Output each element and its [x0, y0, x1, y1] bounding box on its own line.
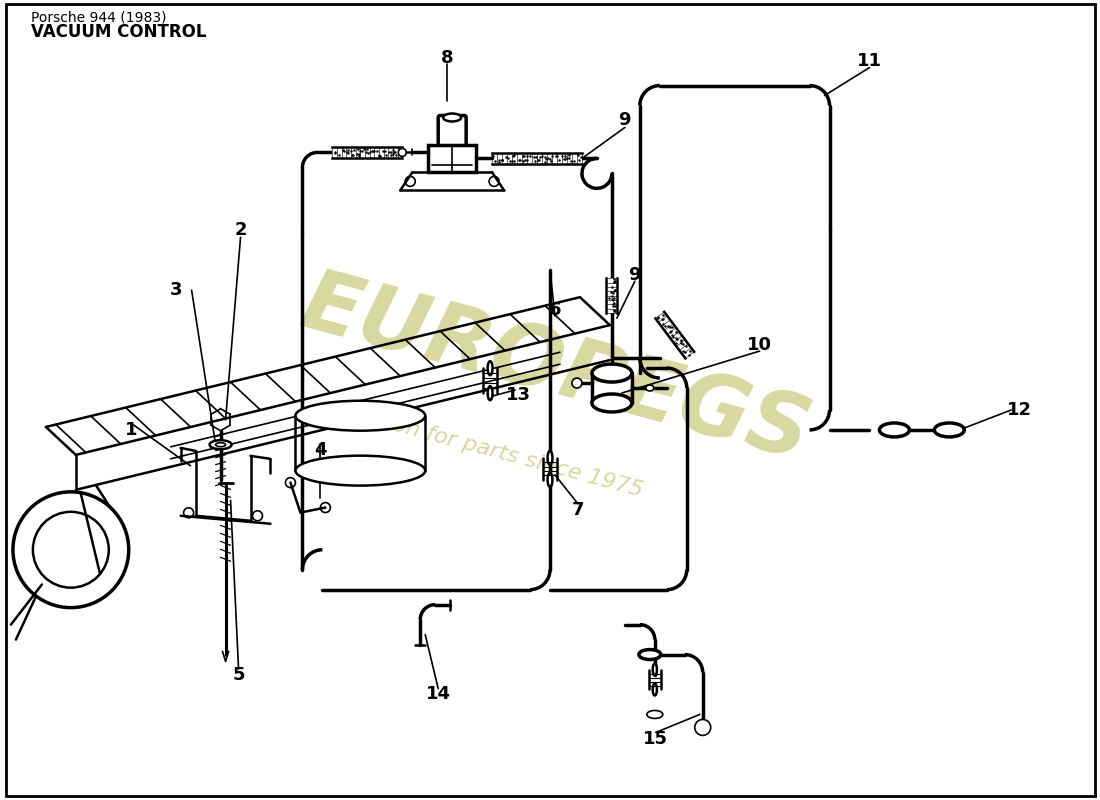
Ellipse shape	[216, 442, 225, 446]
Ellipse shape	[652, 663, 657, 675]
Ellipse shape	[592, 364, 631, 382]
Text: 14: 14	[426, 686, 451, 703]
Ellipse shape	[548, 451, 552, 465]
Text: 8: 8	[441, 49, 453, 66]
Ellipse shape	[934, 423, 965, 437]
Bar	[428, 146, 476, 172]
Text: 9: 9	[618, 111, 631, 130]
Text: 15: 15	[644, 730, 669, 749]
Polygon shape	[606, 278, 617, 313]
Ellipse shape	[646, 385, 653, 391]
Text: 3: 3	[169, 281, 182, 299]
Ellipse shape	[296, 456, 426, 486]
Ellipse shape	[296, 401, 426, 430]
Ellipse shape	[487, 386, 493, 400]
Text: 5: 5	[232, 666, 245, 683]
Ellipse shape	[639, 650, 661, 659]
Text: 12: 12	[1006, 401, 1032, 419]
Text: 9: 9	[628, 266, 641, 284]
Ellipse shape	[443, 114, 461, 122]
Polygon shape	[332, 147, 403, 158]
Text: VACUUM CONTROL: VACUUM CONTROL	[31, 22, 207, 41]
Polygon shape	[656, 312, 694, 358]
Ellipse shape	[210, 440, 232, 449]
Text: 6: 6	[549, 301, 561, 319]
Text: passion for parts since 1975: passion for parts since 1975	[336, 399, 645, 501]
Ellipse shape	[548, 473, 552, 487]
Polygon shape	[492, 153, 582, 164]
Ellipse shape	[592, 394, 631, 412]
Text: 7: 7	[572, 501, 584, 519]
Text: 2: 2	[234, 222, 246, 239]
Text: Porsche 944 (1983): Porsche 944 (1983)	[31, 10, 166, 25]
Text: 10: 10	[747, 336, 772, 354]
Circle shape	[572, 378, 582, 388]
Text: 4: 4	[315, 441, 327, 459]
Circle shape	[398, 149, 406, 157]
Text: 1: 1	[124, 421, 138, 439]
Ellipse shape	[879, 423, 910, 437]
Circle shape	[695, 719, 711, 735]
Ellipse shape	[647, 710, 663, 718]
Ellipse shape	[487, 362, 493, 375]
Text: 13: 13	[506, 386, 530, 404]
Text: EUROPEGS: EUROPEGS	[292, 262, 818, 478]
Text: 11: 11	[857, 51, 882, 70]
FancyBboxPatch shape	[438, 115, 466, 147]
Ellipse shape	[652, 683, 657, 695]
